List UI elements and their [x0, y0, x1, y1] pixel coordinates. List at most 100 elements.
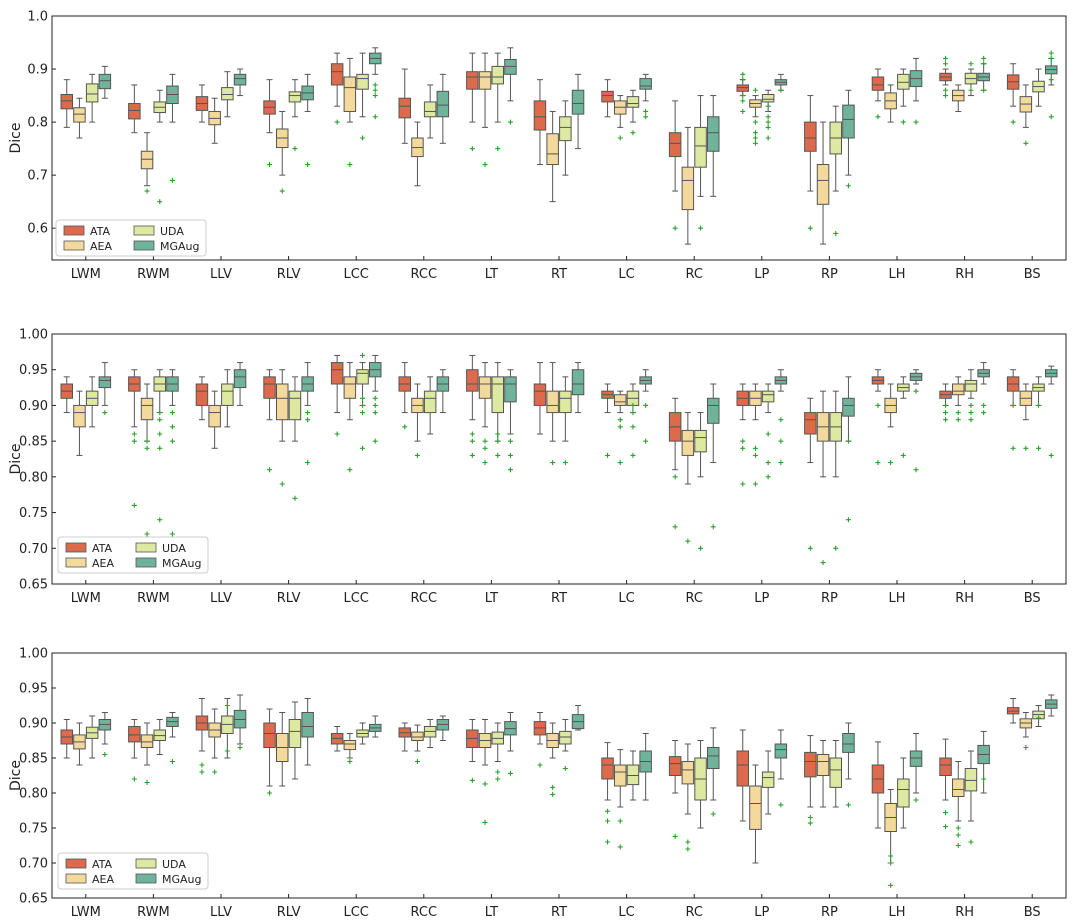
box-iqr [804, 751, 817, 778]
flier-point [334, 119, 340, 125]
flier-point [347, 162, 353, 168]
flier-point [845, 183, 851, 189]
box-LWM-UDA [85, 715, 99, 759]
box-iqr [478, 376, 492, 399]
x-tick-label: LWM [71, 267, 101, 282]
box-iqr [774, 743, 788, 759]
box-BS-UDA [1032, 705, 1045, 727]
flier-point [943, 87, 949, 93]
box-iqr [301, 712, 314, 738]
box-RC-ATA [668, 740, 682, 839]
box-iqr [601, 757, 614, 780]
box-iqr [842, 104, 855, 139]
flier-point [807, 225, 813, 231]
box-LCC-MGAug [369, 715, 382, 738]
x-tick-label: LLV [210, 267, 232, 282]
box-RCC-MGAug [436, 369, 450, 414]
flier-point [1036, 715, 1042, 721]
box-iqr [804, 412, 817, 435]
box-LH-AEA [884, 789, 897, 888]
box-iqr [571, 89, 585, 115]
x-tick-label: RT [551, 905, 567, 920]
flier-point [495, 146, 501, 152]
box-RC-ATA [668, 100, 682, 231]
x-tick-label: LC [618, 591, 634, 606]
chart-panel-1: 0.6 0.7 0.8 0.9 1.0 Dice LWM RWM LLV RLV LCC RCC LT R… [8, 10, 1067, 282]
box-LWM-MGAug [98, 712, 112, 757]
box-LH-AEA [884, 383, 897, 466]
flier-point [131, 438, 137, 444]
x-tick-label: LWM [71, 905, 101, 920]
box-LC-AEA [614, 390, 627, 466]
box-iqr [466, 71, 479, 90]
flier-point [752, 119, 758, 125]
flier-point [169, 759, 175, 764]
box-RCC-MGAug [436, 715, 450, 741]
flier-point [943, 824, 949, 830]
box-iqr [478, 71, 492, 90]
box-RT-UDA [559, 100, 572, 176]
box-RWM-UDA [153, 719, 166, 755]
box-iqr [571, 369, 585, 396]
flier-point [643, 402, 649, 408]
flier-point [157, 410, 163, 416]
box-RP-UDA [829, 105, 842, 236]
flier-point [605, 818, 611, 824]
box-iqr [233, 369, 247, 389]
legend-label-UDA: UDA [162, 858, 186, 871]
box-LLV-ATA [195, 376, 209, 421]
box-LLV-AEA [208, 390, 221, 449]
flier-point [778, 417, 784, 423]
flier-point [507, 770, 513, 776]
flier-point [562, 766, 568, 771]
box-iqr [952, 778, 965, 797]
flier-point [267, 790, 273, 796]
box-LP-MGAug [774, 73, 788, 93]
flier-point [955, 825, 961, 831]
y-tick-label: 1.00 [19, 328, 48, 343]
box-RP-ATA [804, 735, 817, 826]
flier-point [347, 759, 353, 764]
box-RH-UDA [964, 61, 978, 97]
box-LLV-MGAug [233, 694, 247, 750]
flier-point [740, 93, 746, 99]
flier-point [605, 808, 611, 814]
box-LWM-ATA [60, 79, 73, 128]
flier-point [630, 424, 636, 430]
box-LT-UDA [491, 52, 504, 152]
box-LP-AEA [749, 764, 762, 864]
flier-point [740, 71, 746, 77]
box-RCC-AEA [411, 121, 424, 187]
legend-swatch-UDA [133, 225, 155, 236]
x-tick-label: LC [618, 267, 634, 282]
legend-swatch-AEA [63, 240, 85, 251]
box-RP-AEA [816, 390, 830, 566]
flier-point [685, 846, 691, 852]
box-LC-ATA [601, 383, 614, 458]
flier-point [550, 791, 556, 797]
box-LWM-MGAug [98, 362, 112, 416]
flier-point [968, 417, 974, 423]
box-iqr [626, 96, 640, 108]
box-LLV-UDA [221, 369, 234, 428]
box-LH-AEA [884, 84, 897, 123]
x-tick-label: RWM [137, 591, 170, 606]
x-tick-label: RWM [137, 905, 170, 920]
flier-point [144, 531, 150, 537]
flier-point [943, 417, 949, 423]
x-tick-label: RCC [411, 905, 438, 920]
flier-point [292, 495, 298, 501]
legend-swatch-AEA [65, 557, 87, 568]
legend-swatch-ATA [65, 858, 87, 869]
flier-point [507, 467, 513, 473]
box-RH-MGAug [977, 730, 990, 794]
flier-point [334, 431, 340, 437]
flier-point [778, 438, 784, 444]
flier-point [157, 517, 163, 523]
flier-point [943, 93, 949, 99]
box-iqr [73, 107, 86, 123]
flier-point [224, 748, 230, 754]
flier-point [888, 853, 894, 859]
box-RLV-AEA [276, 369, 289, 487]
box-iqr [952, 383, 965, 396]
